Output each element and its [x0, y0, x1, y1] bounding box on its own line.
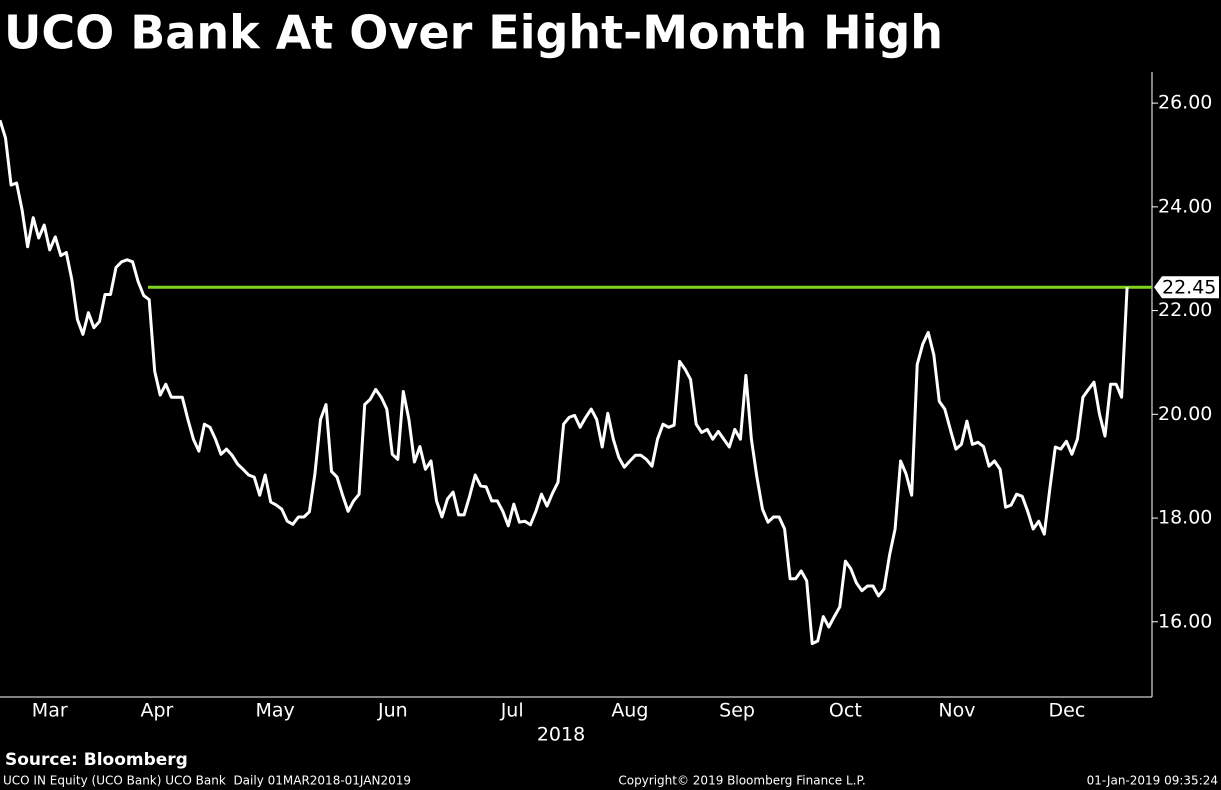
y-tick-label: 24.00 — [1158, 195, 1212, 217]
y-tick-label: 22.00 — [1158, 299, 1212, 321]
footer-right: 01-Jan-2019 09:35:24 — [1087, 774, 1218, 788]
x-tick-label: May — [256, 700, 295, 722]
x-tick-label: Oct — [829, 700, 862, 722]
footer-center: Copyright© 2019 Bloomberg Finance L.P. — [618, 774, 865, 788]
x-tick-label: Mar — [32, 700, 68, 722]
price-line — [0, 119, 1129, 646]
x-tick-label: Jun — [377, 700, 408, 722]
y-tick-label: 26.00 — [1158, 92, 1212, 114]
level-label: 22.45 — [1162, 277, 1216, 299]
y-tick-label: 16.00 — [1158, 610, 1212, 632]
x-tick-label: Jul — [500, 700, 524, 722]
footer-left: UCO IN Equity (UCO Bank) UCO Bank Daily … — [3, 774, 411, 788]
x-tick-label: Nov — [938, 700, 975, 722]
x-tick-label: Dec — [1049, 700, 1086, 722]
x-tick-label: Aug — [611, 700, 648, 722]
y-tick-label: 20.00 — [1158, 403, 1212, 425]
x-tick-label: Sep — [719, 700, 755, 722]
level-label-box — [1154, 276, 1219, 299]
y-tick-label: 18.00 — [1158, 507, 1212, 529]
x-axis-label: 2018 — [537, 724, 585, 746]
x-tick-label: Apr — [140, 700, 173, 722]
source: Source: Bloomberg — [5, 750, 188, 770]
chart-title: UCO Bank At Over Eight-Month High — [4, 6, 943, 60]
